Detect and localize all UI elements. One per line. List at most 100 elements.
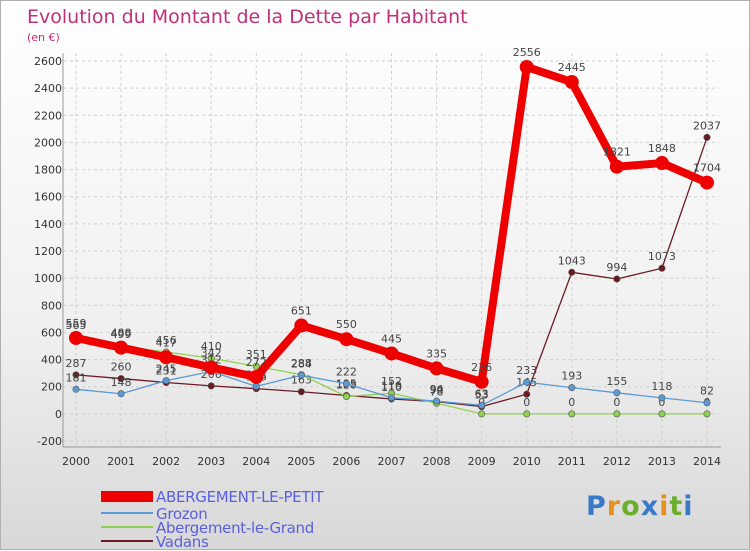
data-point-abergement-le-petit [609,159,624,174]
data-point-abergement-le-grand [523,410,531,418]
y-tick-label: 1600 [34,191,62,204]
y-tick-label: 200 [41,381,62,394]
data-label-vadans: 110 [381,381,402,394]
data-point-grozon [658,394,666,402]
data-label-grozon: 119 [381,380,402,393]
y-tick-label: 2200 [34,109,62,122]
y-tick-label: 600 [41,326,62,339]
data-point-abergement-le-petit [564,75,579,90]
data-label-abergement-le-grand: 78 [430,385,444,398]
data-label-abergement-le-grand: 0 [613,396,620,409]
y-tick-label: 2000 [34,136,62,149]
data-point-abergement-le-petit [294,318,309,333]
data-label-grozon: 118 [651,380,672,393]
data-point-grozon [523,378,531,386]
x-tick-label: 2012 [603,455,631,468]
data-label-abergement-le-petit: 1821 [603,146,631,159]
data-label-abergement-le-grand: 565 [66,319,87,332]
data-label-abergement-le-petit: 445 [381,332,402,345]
data-label-vadans: 260 [111,361,132,374]
data-point-vadans [703,133,711,141]
data-label-abergement-le-grand: 0 [568,396,575,409]
x-tick-label: 2014 [693,455,721,468]
y-tick-label: 1000 [34,272,62,285]
data-point-vadans [523,390,531,398]
data-point-abergement-le-petit [69,330,83,345]
data-point-abergement-le-petit [204,360,219,375]
x-tick-label: 2009 [468,455,496,468]
data-label-grozon: 82 [700,385,714,398]
data-point-abergement-le-grand [568,410,576,418]
data-point-vadans [568,268,576,276]
data-label-abergement-le-grand: 499 [111,328,132,341]
legend-swatch-abergement-le-petit [101,491,153,502]
x-tick-label: 2003 [197,455,225,468]
data-point-grozon [252,382,260,390]
data-label-abergement-le-petit: 651 [291,305,312,318]
legend-label-vadans: Vadans [156,533,209,551]
data-point-vadans [207,382,215,390]
y-tick-label: 1400 [34,218,62,231]
data-label-abergement-le-grand: 0 [658,396,665,409]
data-point-abergement-le-grand [478,410,486,418]
data-label-abergement-le-petit: 1848 [648,142,676,155]
logo-letter: i [683,491,694,522]
x-tick-label: 2002 [152,455,180,468]
data-point-grozon [433,397,441,405]
data-label-abergement-le-petit: 550 [336,318,357,331]
data-label-vadans: 1043 [558,254,586,267]
data-point-grozon [342,380,350,388]
y-tick-label: 400 [41,354,62,367]
legend-label-abergement-le-petit: ABERGEMENT-LE-PETIT [156,488,324,506]
legend-swatch-abergement-le-grand [101,526,153,528]
data-point-abergement-le-grand [342,392,350,400]
data-point-abergement-le-petit [519,59,534,74]
data-point-abergement-le-grand [252,362,260,370]
data-label-grozon: 181 [66,371,87,384]
logo-letter: o [621,491,641,522]
data-label-abergement-le-petit: 559 [66,317,87,330]
x-tick-label: 2001 [107,455,135,468]
data-point-grozon [613,389,621,397]
data-label-grozon: 94 [430,383,444,396]
data-label-grozon: 148 [111,376,132,389]
data-label-vadans: 2037 [693,119,721,132]
data-label-vadans: 994 [606,261,627,274]
data-label-grozon: 63 [475,387,489,400]
y-tick-label: 0 [55,408,62,421]
data-label-abergement-le-grand: 288 [291,357,312,370]
y-tick-label: 1800 [34,164,62,177]
data-point-grozon [478,401,486,409]
data-label-vadans: 231 [156,365,177,378]
y-tick-label: -200 [37,435,62,448]
data-point-abergement-le-petit [114,340,129,355]
proxiti-logo: Proxiti [586,491,694,522]
x-tick-label: 2011 [558,455,586,468]
data-point-vadans [613,275,621,283]
data-label-abergement-le-petit: 236 [471,361,492,374]
x-tick-label: 2005 [287,455,315,468]
data-label-abergement-le-petit: 1704 [693,162,721,175]
x-tick-label: 2010 [513,455,541,468]
data-point-abergement-le-grand [658,410,666,418]
chart-title: Evolution du Montant de la Dette par Hab… [27,6,468,28]
legend-swatch-vadans [101,540,153,542]
data-label-vadans: 90 [430,384,444,397]
data-point-grozon [387,394,395,402]
data-label-abergement-le-grand: 456 [156,334,177,347]
legend-label-grozon: Grozon [156,505,208,523]
data-label-abergement-le-petit: 488 [111,327,132,340]
data-point-grozon [568,384,576,392]
data-point-grozon [117,390,125,398]
data-label-abergement-le-petit: 2445 [558,61,586,74]
x-tick-label: 2006 [332,455,360,468]
data-label-grozon: 222 [336,366,357,379]
data-point-grozon [162,377,170,385]
data-label-abergement-le-petit: 342 [201,346,222,359]
data-label-abergement-le-grand: 0 [523,396,530,409]
data-point-vadans [117,375,125,383]
data-label-grozon: 233 [516,364,537,377]
y-tick-label: 2600 [34,55,62,68]
legend-swatch-grozon [101,512,153,514]
